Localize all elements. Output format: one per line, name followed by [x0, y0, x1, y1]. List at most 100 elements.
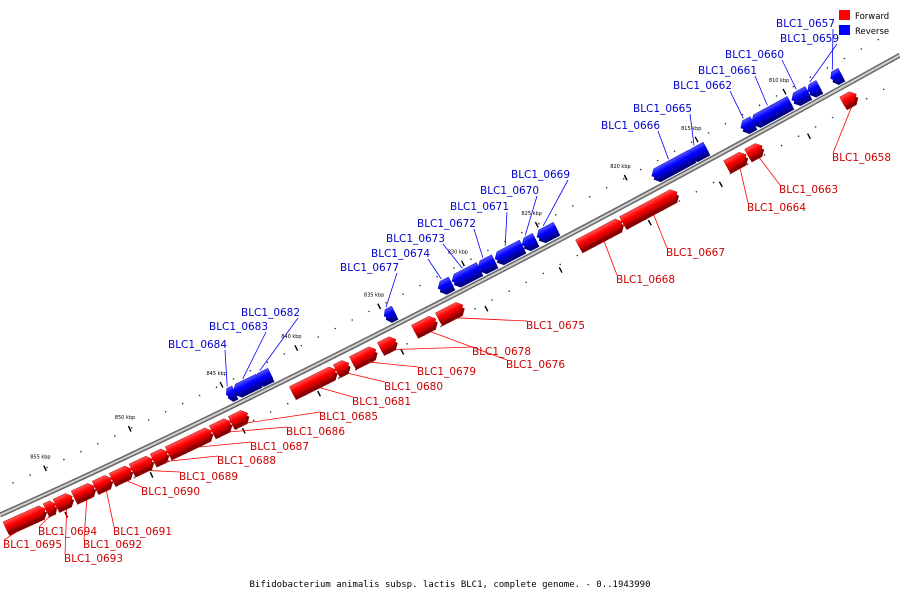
- gene-blc1-0673[interactable]: [449, 262, 484, 290]
- gene-label[interactable]: BLC1_0676: [506, 359, 565, 371]
- minor-tick: [419, 284, 421, 287]
- gene-blc1-0687[interactable]: [164, 426, 215, 461]
- gene-label[interactable]: BLC1_0685: [319, 411, 378, 423]
- gene-blc1-0670[interactable]: [519, 233, 540, 253]
- gene-label[interactable]: BLC1_0695: [3, 539, 62, 551]
- gene-blc1-0657[interactable]: [828, 67, 846, 87]
- gene-blc1-0677[interactable]: [382, 305, 399, 324]
- gene-blc1-0685[interactable]: [228, 408, 252, 430]
- gene-label[interactable]: BLC1_0671: [450, 201, 509, 213]
- gene-blc1-0658[interactable]: [839, 89, 861, 111]
- gene-blc1-0664[interactable]: [723, 150, 751, 174]
- gene-label[interactable]: BLC1_0668: [616, 274, 675, 286]
- gene-leader-line: [427, 330, 508, 361]
- gene-blc1-0690[interactable]: [108, 464, 135, 487]
- gene-label[interactable]: BLC1_0663: [779, 184, 838, 196]
- gene-label[interactable]: BLC1_0687: [250, 441, 309, 453]
- minor-tick: [402, 293, 404, 295]
- gene-blc1-0679[interactable]: [349, 345, 380, 371]
- gene-label[interactable]: BLC1_0673: [386, 233, 445, 245]
- gene-blc1-0668[interactable]: [575, 217, 627, 254]
- gene-blc1-0671[interactable]: [492, 239, 527, 267]
- gene-label[interactable]: BLC1_0657: [776, 18, 835, 30]
- minor-tick: [406, 343, 408, 345]
- gene-blc1-0662[interactable]: [738, 116, 758, 137]
- gene-label[interactable]: BLC1_0674: [371, 248, 430, 260]
- gene-label[interactable]: BLC1_0658: [832, 152, 891, 164]
- minor-tick: [763, 154, 766, 156]
- gene-label[interactable]: BLC1_0678: [472, 346, 531, 358]
- minor-tick: [130, 427, 133, 429]
- gene-label[interactable]: BLC1_0683: [209, 321, 268, 333]
- gene-label[interactable]: BLC1_0686: [286, 426, 345, 438]
- gene-blc1-0659[interactable]: [805, 80, 824, 99]
- gene-blc1-0663[interactable]: [744, 141, 767, 163]
- gene-label[interactable]: BLC1_0665: [633, 103, 692, 115]
- gene-label[interactable]: BLC1_0691: [113, 526, 172, 538]
- minor-tick: [572, 205, 574, 207]
- minor-tick: [164, 411, 167, 413]
- gene-label[interactable]: BLC1_0661: [698, 65, 757, 77]
- gene-blc1-0669[interactable]: [534, 221, 561, 245]
- gene-label[interactable]: BLC1_0667: [666, 247, 725, 259]
- gene-arrow: [744, 143, 763, 160]
- gene-blc1-0692[interactable]: [70, 481, 98, 505]
- major-tick: [294, 344, 299, 352]
- gene-label[interactable]: BLC1_0677: [340, 262, 399, 274]
- gene-label[interactable]: BLC1_0660: [725, 49, 784, 61]
- gene-blc1-0691[interactable]: [91, 473, 115, 495]
- gene-blc1-0672[interactable]: [475, 254, 499, 277]
- gene-label[interactable]: BLC1_0690: [141, 486, 200, 498]
- gene-blc1-0686[interactable]: [209, 417, 235, 440]
- gene-label[interactable]: BLC1_0694: [38, 526, 97, 538]
- gene-label[interactable]: BLC1_0675: [526, 320, 585, 332]
- gene-label[interactable]: BLC1_0670: [480, 185, 539, 197]
- gene-label[interactable]: BLC1_0666: [601, 120, 660, 132]
- gene-arrow: [52, 493, 73, 510]
- gene-blc1-0675[interactable]: [435, 300, 467, 327]
- gene-label[interactable]: BLC1_0669: [511, 169, 570, 181]
- gene-label[interactable]: BLC1_0664: [747, 202, 806, 214]
- gene-arrow: [228, 410, 248, 427]
- gene-blc1-0695[interactable]: [2, 504, 49, 536]
- gene-label[interactable]: BLC1_0693: [64, 553, 123, 565]
- gene-label[interactable]: BLC1_0682: [241, 307, 300, 319]
- gene-label[interactable]: BLC1_0692: [83, 539, 142, 551]
- gene-arrow: [575, 218, 623, 251]
- gene-blc1-0678[interactable]: [377, 334, 400, 356]
- gene-blc1-0681[interactable]: [289, 365, 340, 401]
- gene-blc1-0680[interactable]: [333, 358, 353, 379]
- gene-label[interactable]: BLC1_0672: [417, 218, 476, 230]
- gene-blc1-0684[interactable]: [224, 385, 239, 403]
- gene-label[interactable]: BLC1_0688: [217, 455, 276, 467]
- gene-label[interactable]: BLC1_0659: [780, 33, 839, 45]
- minor-tick: [147, 419, 150, 421]
- gene-label[interactable]: BLC1_0684: [168, 339, 227, 351]
- gene-label[interactable]: BLC1_0689: [179, 471, 238, 483]
- gene-label[interactable]: BLC1_0680: [384, 381, 443, 393]
- gene-arrow: [791, 86, 811, 103]
- major-tick: [149, 471, 154, 478]
- minor-tick: [133, 476, 136, 479]
- gene-arrow: [333, 360, 350, 375]
- gene-blc1-0689[interactable]: [128, 454, 156, 478]
- gene-blc1-0693[interactable]: [52, 491, 76, 513]
- gene-blc1-0682[interactable]: [253, 368, 275, 389]
- gene-blc1-0674[interactable]: [435, 276, 456, 297]
- genome-caption: Bifidobacterium animalis subsp. lactis B…: [250, 580, 651, 590]
- gene-leader-line: [427, 258, 442, 280]
- gene-blc1-0688[interactable]: [149, 447, 171, 468]
- gene-label[interactable]: BLC1_0681: [352, 396, 411, 408]
- gene-arrow: [411, 316, 437, 336]
- gene-blc1-0667[interactable]: [619, 187, 682, 230]
- gene-blc1-0676[interactable]: [411, 314, 440, 339]
- minor-tick: [746, 163, 749, 165]
- gene-blc1-0660[interactable]: [789, 86, 813, 108]
- minor-tick: [673, 150, 676, 153]
- gene-label[interactable]: BLC1_0662: [673, 80, 732, 92]
- tick-label: 815 kbp: [681, 126, 701, 132]
- gene-label[interactable]: BLC1_0679: [417, 366, 476, 378]
- gene-blc1-0694[interactable]: [42, 499, 59, 518]
- gene-blc1-0666[interactable]: [649, 149, 697, 185]
- minor-tick: [474, 308, 476, 310]
